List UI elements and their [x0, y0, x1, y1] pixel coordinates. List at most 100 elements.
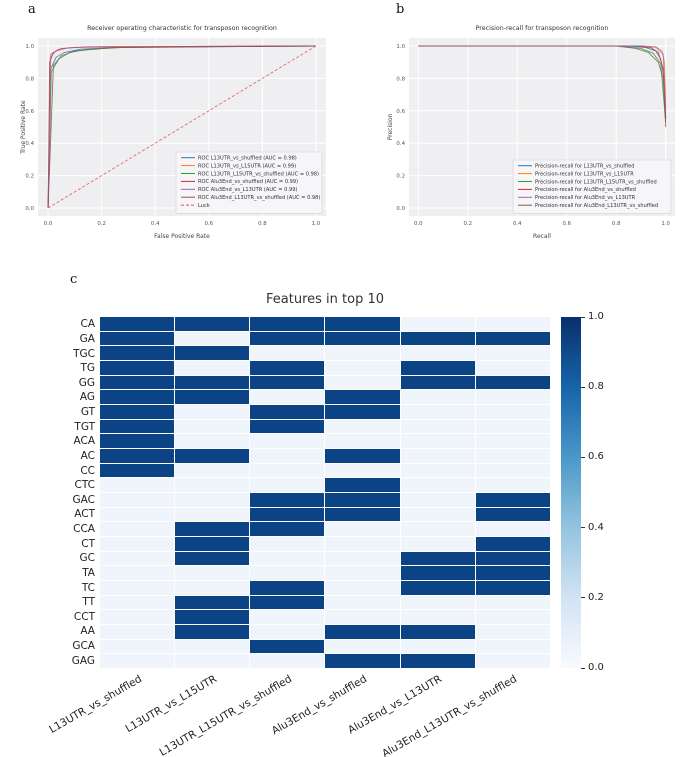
- heatmap-cell: [175, 581, 250, 595]
- heatmap-cell: [325, 551, 400, 566]
- heatmap-cell: [250, 390, 325, 404]
- heatmap-cell: [400, 390, 475, 404]
- heatmap-cell: [400, 625, 475, 639]
- heatmap-row-label: GT: [80, 406, 95, 419]
- heatmap-row-label: GA: [79, 332, 95, 345]
- legend-entry: ROC L13UTR_vs_L15UTR (AUC = 0.99): [198, 163, 296, 169]
- luck-line: [47, 45, 317, 209]
- x-tick-label: 0.2: [463, 221, 472, 227]
- heatmap-cell: [250, 405, 325, 419]
- heatmap-row-label: CTC: [74, 479, 95, 492]
- colorbar-tick-label: 0.6: [588, 451, 604, 463]
- heatmap-cell: [325, 449, 400, 463]
- x-axis-label: Recall: [533, 233, 551, 240]
- heatmap-row-label: TGC: [73, 347, 95, 360]
- heatmap-cell: [250, 463, 325, 478]
- heatmap-cell: [475, 610, 550, 624]
- heatmap-cell: [475, 595, 550, 610]
- colorbar-tick-label: 0.8: [588, 381, 604, 393]
- heatmap-cell: [100, 581, 175, 595]
- heatmap-cell: [400, 449, 475, 463]
- heatmap-cell: [250, 346, 325, 360]
- heatmap-cell: [175, 331, 250, 346]
- heatmap-cell: [325, 361, 400, 375]
- heatmap-cell: [400, 595, 475, 610]
- heatmap-cell: [475, 375, 550, 390]
- legend-entry: ROC L13UTR_vs_shuffled (AUC = 0.98): [198, 156, 297, 162]
- heatmap-cell: [100, 522, 175, 536]
- heatmap-cell: [100, 595, 175, 610]
- legend-entry: Precision-recall for L13UTR_vs_L15UTR: [535, 171, 634, 177]
- heatmap-cell: [250, 654, 325, 668]
- colorbar-tick: [581, 316, 585, 318]
- heatmap-cell: [175, 375, 250, 390]
- heatmap-cell: [100, 654, 175, 668]
- y-tick-label: 0.2: [396, 174, 405, 180]
- heatmap-cell: [250, 566, 325, 580]
- x-tick-label: 0.8: [612, 221, 621, 227]
- heatmap-cell: [100, 434, 175, 448]
- heatmap-cell: [400, 375, 475, 390]
- y-tick-label: 0.0: [396, 206, 405, 212]
- heatmap-cell: [475, 625, 550, 639]
- colorbar-tick-label: 1.0: [588, 311, 604, 322]
- heatmap-row-label: TGT: [74, 420, 95, 433]
- y-tick-label: 0.4: [25, 141, 34, 147]
- heatmap-cell: [400, 610, 475, 624]
- heatmap-cell: [250, 317, 325, 331]
- heatmap-cell: [400, 361, 475, 375]
- heatmap-cell: [325, 375, 400, 390]
- heatmap-cell: [175, 610, 250, 624]
- heatmap-cell: [175, 625, 250, 639]
- roc-chart: 0.0 0.2 0.4 0.6 0.8 1.0 0.0 0.2 0.4 0.6 0.8 1.0 Rece…: [20, 25, 326, 240]
- heatmap-cell: [175, 654, 250, 668]
- heatmap-cell: [325, 566, 400, 580]
- heatmap-cell: [475, 639, 550, 654]
- x-tick-label: 0.4: [513, 221, 522, 227]
- chart-title: Receiver operating characteristic for tr…: [87, 25, 277, 32]
- y-tick-label: 0.8: [25, 76, 34, 82]
- heatmap-cell: [400, 566, 475, 580]
- heatmap-cell: [400, 537, 475, 551]
- heatmap-cell: [325, 507, 400, 522]
- heatmap-cell: [250, 551, 325, 566]
- heatmap-cell: [475, 434, 550, 448]
- legend-entry: Precision-recall for Alu3End_L13UTR_vs_s…: [535, 203, 658, 209]
- heatmap-cell: [325, 639, 400, 654]
- heatmap-cell: [400, 639, 475, 654]
- heatmap-cell: [250, 581, 325, 595]
- heatmap-cell: [325, 434, 400, 448]
- heatmap-cell: [100, 375, 175, 390]
- colorbar-tick: [581, 386, 585, 388]
- heatmap-cell: [100, 419, 175, 434]
- heatmap-cell: [475, 317, 550, 331]
- heatmap-cell: [175, 346, 250, 360]
- heatmap-cell: [400, 405, 475, 419]
- y-tick-label: 0.6: [396, 109, 405, 115]
- heatmap-row-label: TA: [82, 566, 95, 579]
- heatmap-cell: [325, 390, 400, 404]
- heatmap-cell: [100, 551, 175, 566]
- panel-c-label: c: [70, 272, 78, 287]
- series-line: [47, 45, 316, 209]
- heatmap-row-label: CCA: [73, 523, 95, 536]
- heatmap-row-label: CT: [81, 537, 95, 550]
- x-axis-label: False Positive Rate: [154, 233, 210, 240]
- legend-entry: Precision-recall for Alu3End_vs_shuffled: [535, 187, 636, 193]
- heatmap-cell: [175, 537, 250, 551]
- heatmap-cell: [325, 405, 400, 419]
- y-tick-label: 0.6: [25, 109, 34, 115]
- legend-entry: ROC Alu3End_L13UTR_vs_shuffled (AUC = 0.…: [198, 195, 320, 201]
- x-tick-label: 0.6: [562, 221, 571, 227]
- heatmap-cell: [175, 434, 250, 448]
- series-line: [418, 45, 667, 128]
- heatmap-cell: [250, 449, 325, 463]
- heatmap-cell: [325, 493, 400, 507]
- x-tick-label: 0.0: [44, 221, 53, 227]
- colorbar: [561, 317, 581, 668]
- heatmap-cell: [475, 361, 550, 375]
- colorbar-tick: [581, 597, 585, 599]
- heatmap-cell: [250, 331, 325, 346]
- heatmap-cell: [475, 390, 550, 404]
